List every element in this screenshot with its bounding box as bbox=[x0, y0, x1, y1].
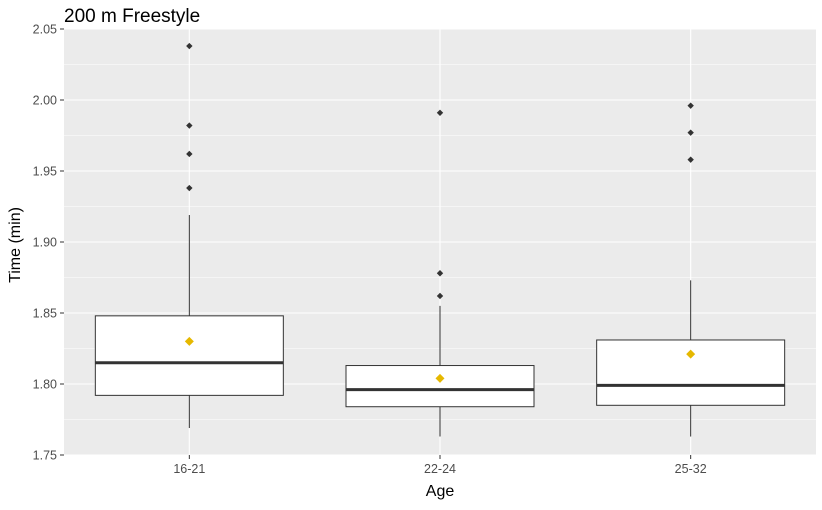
y-axis: 1.75 1.80 1.85 1.90 1.95 2.00 2.05 bbox=[33, 23, 64, 463]
box-series bbox=[94, 42, 786, 437]
outlier-point bbox=[687, 156, 694, 163]
box-16-21 bbox=[94, 42, 284, 429]
outlier-point bbox=[186, 150, 193, 158]
outlier-point bbox=[436, 109, 444, 116]
x-tick-label: 25-32 bbox=[675, 462, 707, 476]
iqr-box bbox=[94, 315, 284, 396]
mean-point bbox=[686, 349, 696, 359]
outlier-point bbox=[186, 42, 193, 50]
outlier-point bbox=[186, 184, 193, 192]
y-tick-label: 1.90 bbox=[33, 236, 57, 250]
y-tick-label: 1.85 bbox=[33, 307, 57, 321]
iqr-box bbox=[345, 365, 535, 408]
mean-point bbox=[184, 336, 194, 346]
x-tick-label: 16-21 bbox=[173, 462, 205, 476]
outlier-point bbox=[436, 292, 444, 300]
chart-title: 200 m Freestyle bbox=[64, 6, 200, 27]
y-axis-title: Time (min) bbox=[7, 207, 24, 283]
outlier-point bbox=[687, 129, 694, 136]
x-axis: 16-21 22-24 25-32 bbox=[173, 455, 707, 476]
outlier-point bbox=[186, 122, 193, 129]
y-tick-label: 1.95 bbox=[33, 165, 57, 179]
y-tick-label: 1.75 bbox=[33, 449, 57, 463]
box-22-24 bbox=[345, 109, 535, 437]
y-tick-label: 1.80 bbox=[33, 378, 57, 392]
outlier-point bbox=[436, 270, 444, 277]
mean-point bbox=[435, 373, 445, 383]
y-tick-label: 2.05 bbox=[33, 23, 57, 37]
y-tick-label: 2.00 bbox=[33, 94, 57, 108]
outlier-point bbox=[687, 102, 694, 109]
x-tick-label: 22-24 bbox=[424, 462, 456, 476]
box-25-32 bbox=[596, 102, 786, 437]
x-axis-title: Age bbox=[426, 483, 455, 500]
